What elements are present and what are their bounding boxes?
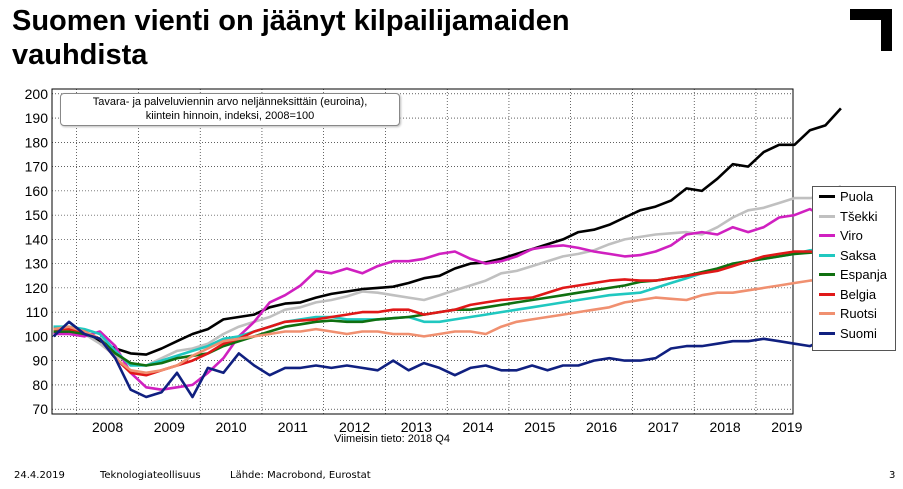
chart-title-line2: kiintein hinnoin, indeksi, 2008=100 xyxy=(145,110,315,122)
y-tick-label: 120 xyxy=(25,280,49,296)
legend-label: Espanja xyxy=(840,267,887,283)
legend-swatch xyxy=(819,195,835,199)
page-number: 3 xyxy=(889,470,896,481)
footer-date: 24.4.2019 xyxy=(14,470,65,481)
y-tick-label: 200 xyxy=(25,86,49,102)
chart-title-box: Tavara- ja palveluviennin arvo neljännek… xyxy=(60,93,400,126)
y-tick-label: 110 xyxy=(26,304,49,320)
y-tick-label: 90 xyxy=(32,353,48,369)
x-tick-label: 2011 xyxy=(278,419,308,435)
legend-item: Suomi xyxy=(813,324,895,344)
legend-label: Viro xyxy=(840,228,863,244)
y-tick-label: 80 xyxy=(32,377,48,393)
chart-title-line1: Tavara- ja palveluviennin arvo neljännek… xyxy=(92,96,368,108)
series-line-puola xyxy=(53,107,842,356)
y-tick-label: 100 xyxy=(25,328,49,344)
legend-label: Ruotsi xyxy=(840,306,877,322)
y-tick-label: 150 xyxy=(25,207,49,223)
legend-item: Espanja xyxy=(813,265,895,285)
series-line-viro xyxy=(53,199,842,392)
y-tick-label: 180 xyxy=(25,134,49,150)
legend-swatch xyxy=(819,214,835,218)
legend-swatch xyxy=(819,273,835,277)
legend-swatch xyxy=(819,312,835,316)
x-tick-label: 2009 xyxy=(154,419,185,435)
legend-item: Puola xyxy=(813,187,895,207)
legend-label: Belgia xyxy=(840,286,877,302)
legend-swatch xyxy=(819,253,835,257)
legend-swatch xyxy=(819,234,835,238)
y-tick-label: 190 xyxy=(25,110,49,126)
slide-title-line2: vauhdista xyxy=(12,39,148,71)
legend-item: Tšekki xyxy=(813,207,895,227)
y-tick-label: 160 xyxy=(25,183,49,199)
y-tick-label: 140 xyxy=(25,231,49,247)
footer-organization: Teknologiateollisuus xyxy=(100,470,201,481)
chart-legend: Puola Tšekki Viro Saksa Espanja Belgia Ruotsi S… xyxy=(812,186,896,351)
legend-swatch xyxy=(819,292,835,296)
plot-frame xyxy=(51,88,794,415)
series-line-belgia xyxy=(53,247,857,377)
x-tick-label: 2010 xyxy=(215,419,246,435)
x-tick-label: 2008 xyxy=(92,419,123,435)
x-tick-label: 2016 xyxy=(586,419,617,435)
x-tick-label: 2013 xyxy=(401,419,432,435)
x-tick-label: 2012 xyxy=(339,419,370,435)
footer-source: Lähde: Macrobond, Eurostat xyxy=(230,470,371,481)
x-tick-label: 2019 xyxy=(771,419,802,435)
series-line-ruotsi xyxy=(53,267,873,375)
x-tick-label: 2017 xyxy=(648,419,679,435)
x-tick-label: 2018 xyxy=(709,419,740,435)
y-tick-label: 70 xyxy=(32,401,48,417)
legend-item: Belgia xyxy=(813,285,895,305)
series-line-suomi xyxy=(52,320,826,399)
legend-item: Saksa xyxy=(813,246,895,266)
legend-item: Viro xyxy=(813,226,895,246)
legend-label: Saksa xyxy=(840,247,877,263)
legend-label: Suomi xyxy=(840,325,877,341)
latest-data-note: Viimeisin tieto: 2018 Q4 xyxy=(334,433,450,445)
brand-logo-icon xyxy=(850,9,892,51)
legend-label: Puola xyxy=(840,189,874,205)
legend-swatch xyxy=(819,331,835,335)
legend-label: Tšekki xyxy=(840,208,878,224)
slide-title-line1: Suomen vienti on jäänyt kilpailijamaiden xyxy=(12,5,570,37)
series-line-saksa xyxy=(53,238,872,367)
series-line-tšekki xyxy=(53,184,842,367)
y-tick-label: 170 xyxy=(25,159,49,175)
slide-title: Suomen vienti on jäänyt kilpailijamaiden… xyxy=(12,4,732,72)
y-tick-label: 130 xyxy=(25,256,49,272)
x-tick-label: 2014 xyxy=(462,419,493,435)
legend-item: Ruotsi xyxy=(813,304,895,324)
x-tick-label: 2015 xyxy=(524,419,555,435)
